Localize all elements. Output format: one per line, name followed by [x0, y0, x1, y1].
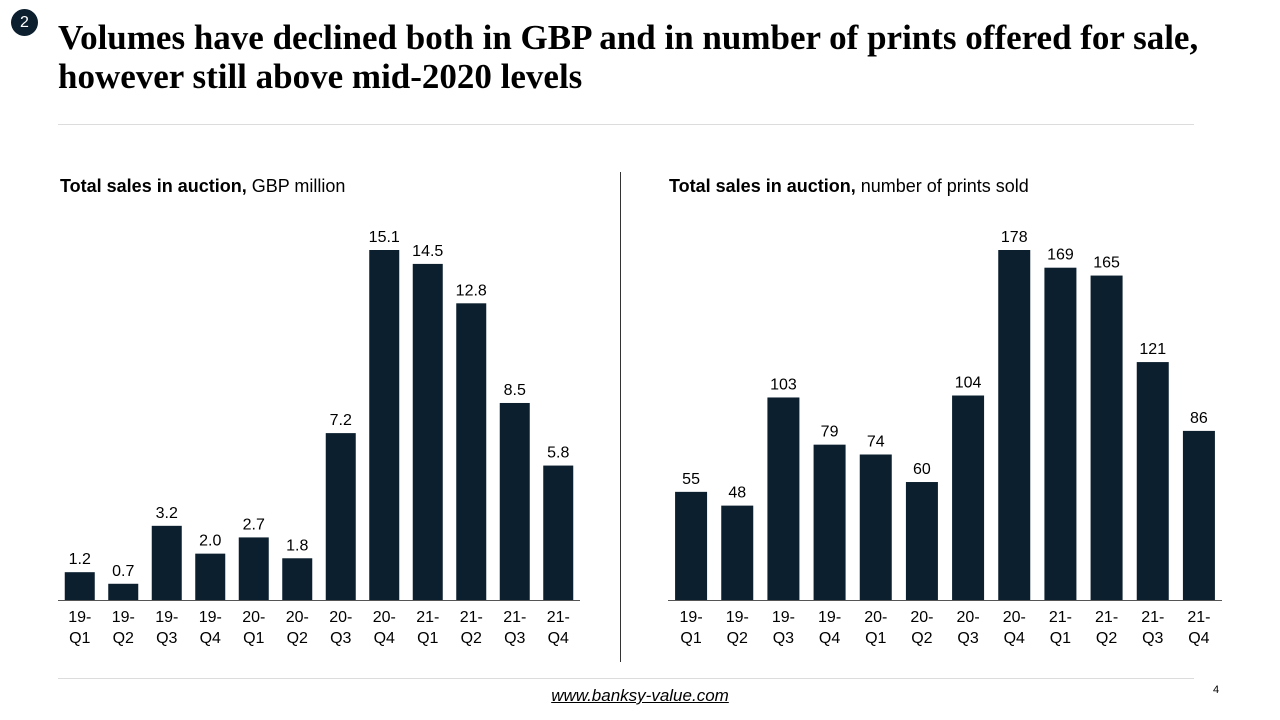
tick-label-prints-19-Q3: 19-Q3 — [772, 609, 795, 647]
data-label-prints-20-Q2: 60 — [913, 461, 931, 478]
bar-gbp-19-Q4 — [195, 553, 226, 600]
tick-label-gbp-19-Q2: 19-Q2 — [112, 609, 135, 647]
chart-title-prints: Total sales in auction, number of prints… — [669, 176, 1029, 197]
bar-prints-21-Q4 — [1182, 430, 1215, 600]
data-label-prints-19-Q2: 48 — [728, 485, 746, 502]
bar-gbp-20-Q3 — [325, 433, 356, 600]
data-label-prints-21-Q4: 86 — [1190, 410, 1208, 427]
chart-title-gbp-rest: GBP million — [246, 176, 346, 196]
data-label-gbp-19-Q2: 0.7 — [112, 563, 134, 580]
bar-gbp-21-Q2 — [456, 303, 487, 600]
data-label-gbp-21-Q4: 5.8 — [547, 445, 569, 462]
tick-label-gbp-19-Q3: 19-Q3 — [155, 609, 178, 647]
tick-label-prints-21-Q2: 21-Q2 — [1095, 609, 1118, 647]
data-label-prints-20-Q1: 74 — [867, 433, 885, 450]
data-label-prints-19-Q4: 79 — [821, 424, 839, 441]
bar-gbp-19-Q1 — [64, 572, 95, 600]
page-number: 4 — [1213, 684, 1220, 696]
tick-label-gbp-20-Q2: 20-Q2 — [286, 609, 309, 647]
bar-gbp-19-Q2 — [108, 583, 139, 600]
tick-label-prints-19-Q4: 19-Q4 — [818, 609, 841, 647]
bar-gbp-21-Q3 — [499, 402, 530, 600]
bar-prints-21-Q1 — [1044, 267, 1077, 600]
slide-number-badge: 2 — [11, 9, 38, 36]
bar-prints-21-Q2 — [1090, 275, 1123, 600]
bar-gbp-21-Q4 — [543, 465, 574, 600]
tick-label-prints-19-Q1: 19-Q1 — [680, 609, 703, 647]
chart-title-gbp-bold: Total sales in auction, — [60, 176, 247, 196]
data-label-gbp-20-Q3: 7.2 — [330, 412, 352, 429]
data-label-prints-19-Q1: 55 — [682, 471, 700, 488]
chart-divider — [620, 172, 621, 662]
bar-prints-20-Q1 — [859, 454, 892, 600]
bar-gbp-19-Q3 — [151, 525, 182, 600]
tick-label-gbp-21-Q1: 21-Q1 — [416, 609, 439, 647]
bar-gbp-21-Q1 — [412, 263, 443, 600]
data-label-gbp-21-Q3: 8.5 — [504, 382, 526, 399]
tick-label-gbp-21-Q4: 21-Q4 — [547, 609, 570, 647]
chart-title-prints-rest: number of prints sold — [855, 176, 1029, 196]
data-label-gbp-19-Q4: 2.0 — [199, 533, 221, 550]
bar-prints-21-Q3 — [1136, 362, 1169, 600]
data-label-prints-20-Q4: 178 — [1001, 229, 1028, 246]
title-divider — [58, 124, 1194, 125]
tick-label-gbp-20-Q1: 20-Q1 — [242, 609, 265, 647]
data-label-prints-21-Q2: 165 — [1093, 255, 1120, 272]
tick-label-gbp-20-Q4: 20-Q4 — [373, 609, 396, 647]
tick-label-gbp-21-Q2: 21-Q2 — [460, 609, 483, 647]
page-title: Volumes have declined both in GBP and in… — [58, 18, 1199, 96]
data-label-prints-21-Q1: 169 — [1047, 247, 1074, 264]
data-label-gbp-21-Q2: 12.8 — [456, 282, 487, 299]
tick-label-prints-20-Q1: 20-Q1 — [864, 609, 887, 647]
tick-label-prints-19-Q2: 19-Q2 — [726, 609, 749, 647]
tick-label-prints-20-Q4: 20-Q4 — [1003, 609, 1026, 647]
data-label-gbp-20-Q4: 15.1 — [369, 229, 400, 246]
bar-prints-20-Q4 — [998, 250, 1031, 600]
data-label-gbp-21-Q1: 14.5 — [412, 243, 443, 260]
data-label-prints-20-Q3: 104 — [955, 375, 982, 392]
tick-label-prints-20-Q3: 20-Q3 — [957, 609, 980, 647]
chart-title-prints-bold: Total sales in auction, — [669, 176, 856, 196]
data-label-gbp-19-Q1: 1.2 — [69, 551, 91, 568]
chart-title-gbp: Total sales in auction, GBP million — [60, 176, 345, 197]
tick-label-prints-21-Q3: 21-Q3 — [1141, 609, 1164, 647]
tick-label-gbp-19-Q4: 19-Q4 — [199, 609, 222, 647]
website-link[interactable]: www.banksy-value.com — [551, 686, 729, 705]
data-label-prints-21-Q3: 121 — [1139, 341, 1166, 358]
data-label-prints-19-Q3: 103 — [770, 376, 797, 393]
data-label-gbp-19-Q3: 3.2 — [156, 505, 178, 522]
data-label-gbp-20-Q1: 2.7 — [243, 516, 265, 533]
bar-prints-19-Q1 — [675, 491, 708, 600]
tick-label-gbp-20-Q3: 20-Q3 — [329, 609, 352, 647]
tick-label-prints-20-Q2: 20-Q2 — [910, 609, 933, 647]
bar-prints-19-Q2 — [721, 505, 754, 600]
bar-prints-19-Q3 — [767, 397, 800, 600]
bar-gbp-20-Q2 — [282, 558, 313, 600]
bar-prints-20-Q2 — [905, 482, 938, 600]
tick-label-gbp-19-Q1: 19-Q1 — [68, 609, 91, 647]
bar-prints-20-Q3 — [952, 395, 985, 600]
bar-gbp-20-Q4 — [369, 250, 400, 600]
footer-divider — [58, 678, 1194, 679]
bar-gbp-20-Q1 — [238, 537, 269, 600]
data-label-gbp-20-Q2: 1.8 — [286, 537, 308, 554]
bar-prints-19-Q4 — [813, 444, 846, 600]
tick-label-gbp-21-Q3: 21-Q3 — [503, 609, 526, 647]
tick-label-prints-21-Q1: 21-Q1 — [1049, 609, 1072, 647]
tick-label-prints-21-Q4: 21-Q4 — [1187, 609, 1210, 647]
